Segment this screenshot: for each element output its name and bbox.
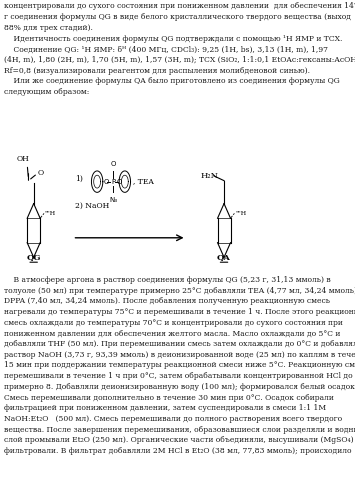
Text: O: O (116, 178, 122, 184)
Text: O: O (104, 178, 109, 184)
Text: O: O (110, 161, 116, 167)
Text: QA: QA (217, 253, 231, 261)
Text: N₃: N₃ (109, 198, 117, 203)
Text: H₂N: H₂N (201, 172, 219, 180)
Text: В атмосфере аргона в раствор соединения формулы QG (5,23 г, 31,13 ммоль) в
толуо: В атмосфере аргона в раствор соединения … (4, 276, 355, 455)
Text: 1): 1) (75, 175, 83, 183)
Text: 2) NaOH: 2) NaOH (75, 202, 109, 210)
Text: O: O (38, 170, 44, 177)
Text: концентрировали до сухого состояния при пониженном давлении  для обеспечения 147: концентрировали до сухого состояния при … (4, 2, 355, 96)
Text: , TEA: , TEA (133, 178, 153, 186)
Text: QG: QG (26, 253, 41, 261)
Text: ""H: ""H (235, 211, 246, 216)
Text: ""H: ""H (44, 211, 56, 216)
Text: P: P (111, 178, 115, 184)
Text: OH: OH (17, 154, 30, 162)
